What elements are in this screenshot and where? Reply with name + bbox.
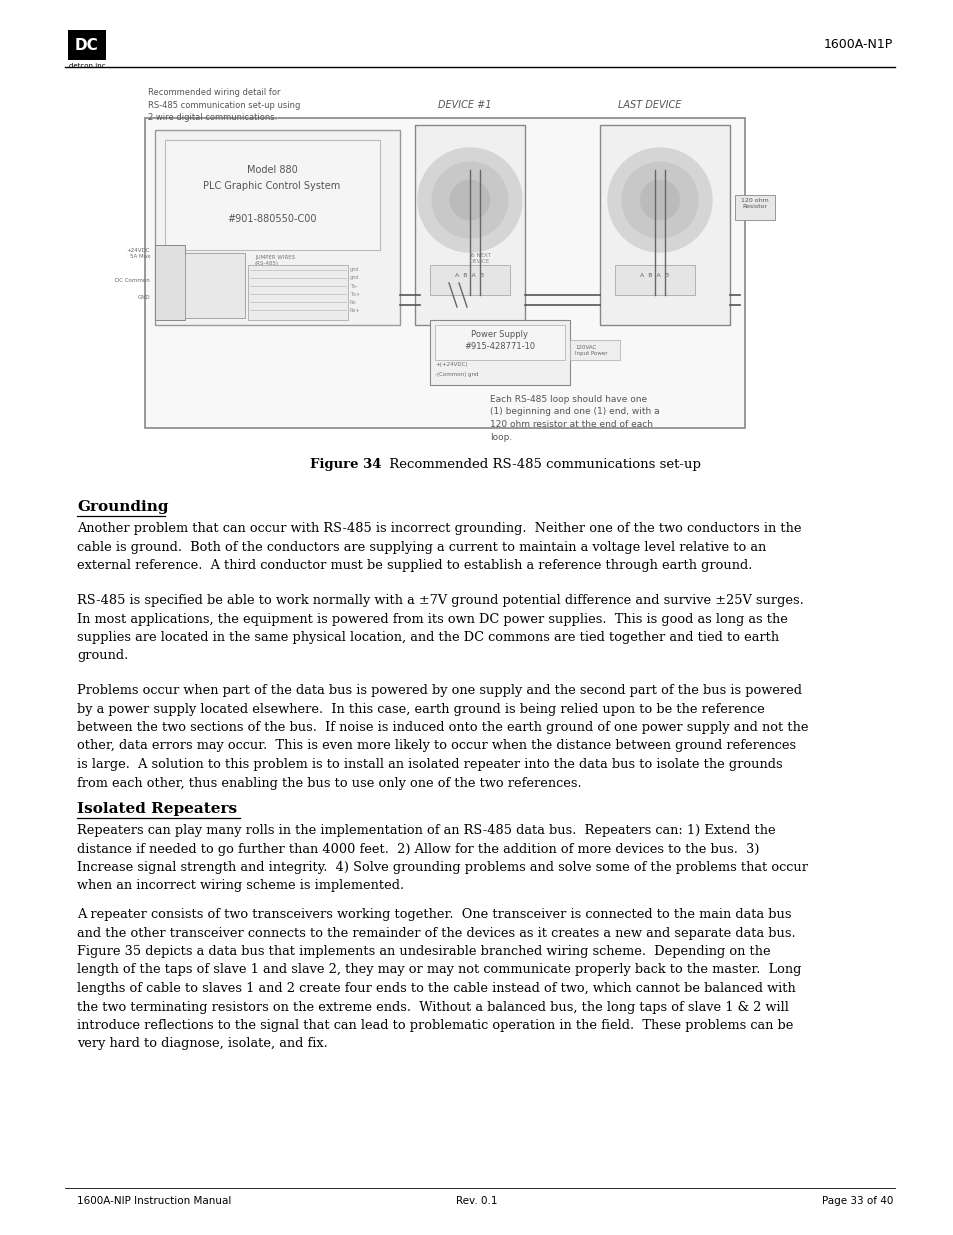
FancyBboxPatch shape [248, 266, 348, 320]
FancyBboxPatch shape [415, 125, 524, 325]
Text: A  B  A  B: A B A B [639, 273, 669, 278]
Text: gnd: gnd [350, 275, 359, 280]
Text: Another problem that can occur with RS-485 is incorrect grounding.  Neither one : Another problem that can occur with RS-4… [77, 522, 801, 572]
Circle shape [417, 148, 521, 252]
Text: Rx-: Rx- [350, 300, 357, 305]
Text: 1600A-N1P: 1600A-N1P [822, 38, 892, 52]
Text: Power Supply
#915-428771-10: Power Supply #915-428771-10 [464, 330, 535, 351]
Text: Recommended RS-485 communications set-up: Recommended RS-485 communications set-up [385, 458, 700, 471]
FancyBboxPatch shape [154, 130, 399, 325]
FancyBboxPatch shape [154, 245, 185, 320]
Text: To NEXT
DEVICE: To NEXT DEVICE [469, 253, 491, 264]
Circle shape [621, 162, 698, 238]
FancyBboxPatch shape [145, 119, 744, 429]
Text: -(Common) gnd: -(Common) gnd [435, 372, 478, 377]
FancyBboxPatch shape [430, 266, 510, 295]
FancyBboxPatch shape [430, 320, 569, 385]
Text: 120 ohm
Resistor: 120 ohm Resistor [740, 198, 768, 209]
Text: gnd: gnd [350, 268, 359, 273]
FancyBboxPatch shape [734, 195, 774, 220]
Text: Rx+: Rx+ [350, 308, 360, 312]
Text: 1600A-NIP Instruction Manual: 1600A-NIP Instruction Manual [77, 1195, 232, 1207]
Text: +24VDC
5A Max: +24VDC 5A Max [127, 248, 150, 259]
FancyBboxPatch shape [165, 140, 379, 249]
FancyBboxPatch shape [435, 325, 564, 359]
Text: Problems occur when part of the data bus is powered by one supply and the second: Problems occur when part of the data bus… [77, 684, 807, 789]
Text: Page 33 of 40: Page 33 of 40 [821, 1195, 892, 1207]
Text: Figure 34: Figure 34 [310, 458, 381, 471]
FancyBboxPatch shape [569, 340, 619, 359]
Text: Rev. 0.1: Rev. 0.1 [456, 1195, 497, 1207]
Text: 120VAC
Input Power: 120VAC Input Power [575, 345, 607, 356]
Text: GND: GND [137, 295, 150, 300]
Circle shape [450, 180, 490, 220]
FancyBboxPatch shape [185, 253, 245, 317]
Text: LAST DEVICE: LAST DEVICE [618, 100, 680, 110]
Circle shape [639, 180, 679, 220]
Text: A repeater consists of two transceivers working together.  One transceiver is co: A repeater consists of two transceivers … [77, 908, 801, 1051]
Text: +(+24VDC): +(+24VDC) [435, 362, 467, 367]
Text: Isolated Repeaters: Isolated Repeaters [77, 802, 237, 816]
Text: Each RS-485 loop should have one
(1) beginning and one (1) end, with a
120 ohm r: Each RS-485 loop should have one (1) beg… [490, 395, 659, 441]
Circle shape [432, 162, 507, 238]
Text: Grounding: Grounding [77, 500, 169, 514]
FancyBboxPatch shape [68, 30, 106, 61]
Text: A  B  A  B: A B A B [455, 273, 484, 278]
FancyBboxPatch shape [615, 266, 695, 295]
Text: JUMPER WIRES
(RS-485): JUMPER WIRES (RS-485) [254, 254, 294, 267]
Text: RS-485 is specified be able to work normally with a ±7V ground potential differe: RS-485 is specified be able to work norm… [77, 594, 803, 662]
Circle shape [607, 148, 711, 252]
Text: DEVICE #1: DEVICE #1 [437, 100, 491, 110]
Text: Tx+: Tx+ [350, 291, 359, 296]
Text: DC: DC [75, 37, 99, 53]
FancyBboxPatch shape [599, 125, 729, 325]
Text: Recommended wiring detail for
RS-485 communication set-up using
2 wire digital c: Recommended wiring detail for RS-485 com… [148, 88, 300, 122]
Text: Tx-: Tx- [350, 284, 357, 289]
Text: detcon inc: detcon inc [69, 63, 105, 69]
Text: Model 880
PLC Graphic Control System

#901-880550-C00: Model 880 PLC Graphic Control System #90… [203, 165, 340, 225]
Text: Repeaters can play many rolls in the implementation of an RS-485 data bus.  Repe: Repeaters can play many rolls in the imp… [77, 824, 807, 893]
Text: DC Common: DC Common [115, 278, 150, 283]
